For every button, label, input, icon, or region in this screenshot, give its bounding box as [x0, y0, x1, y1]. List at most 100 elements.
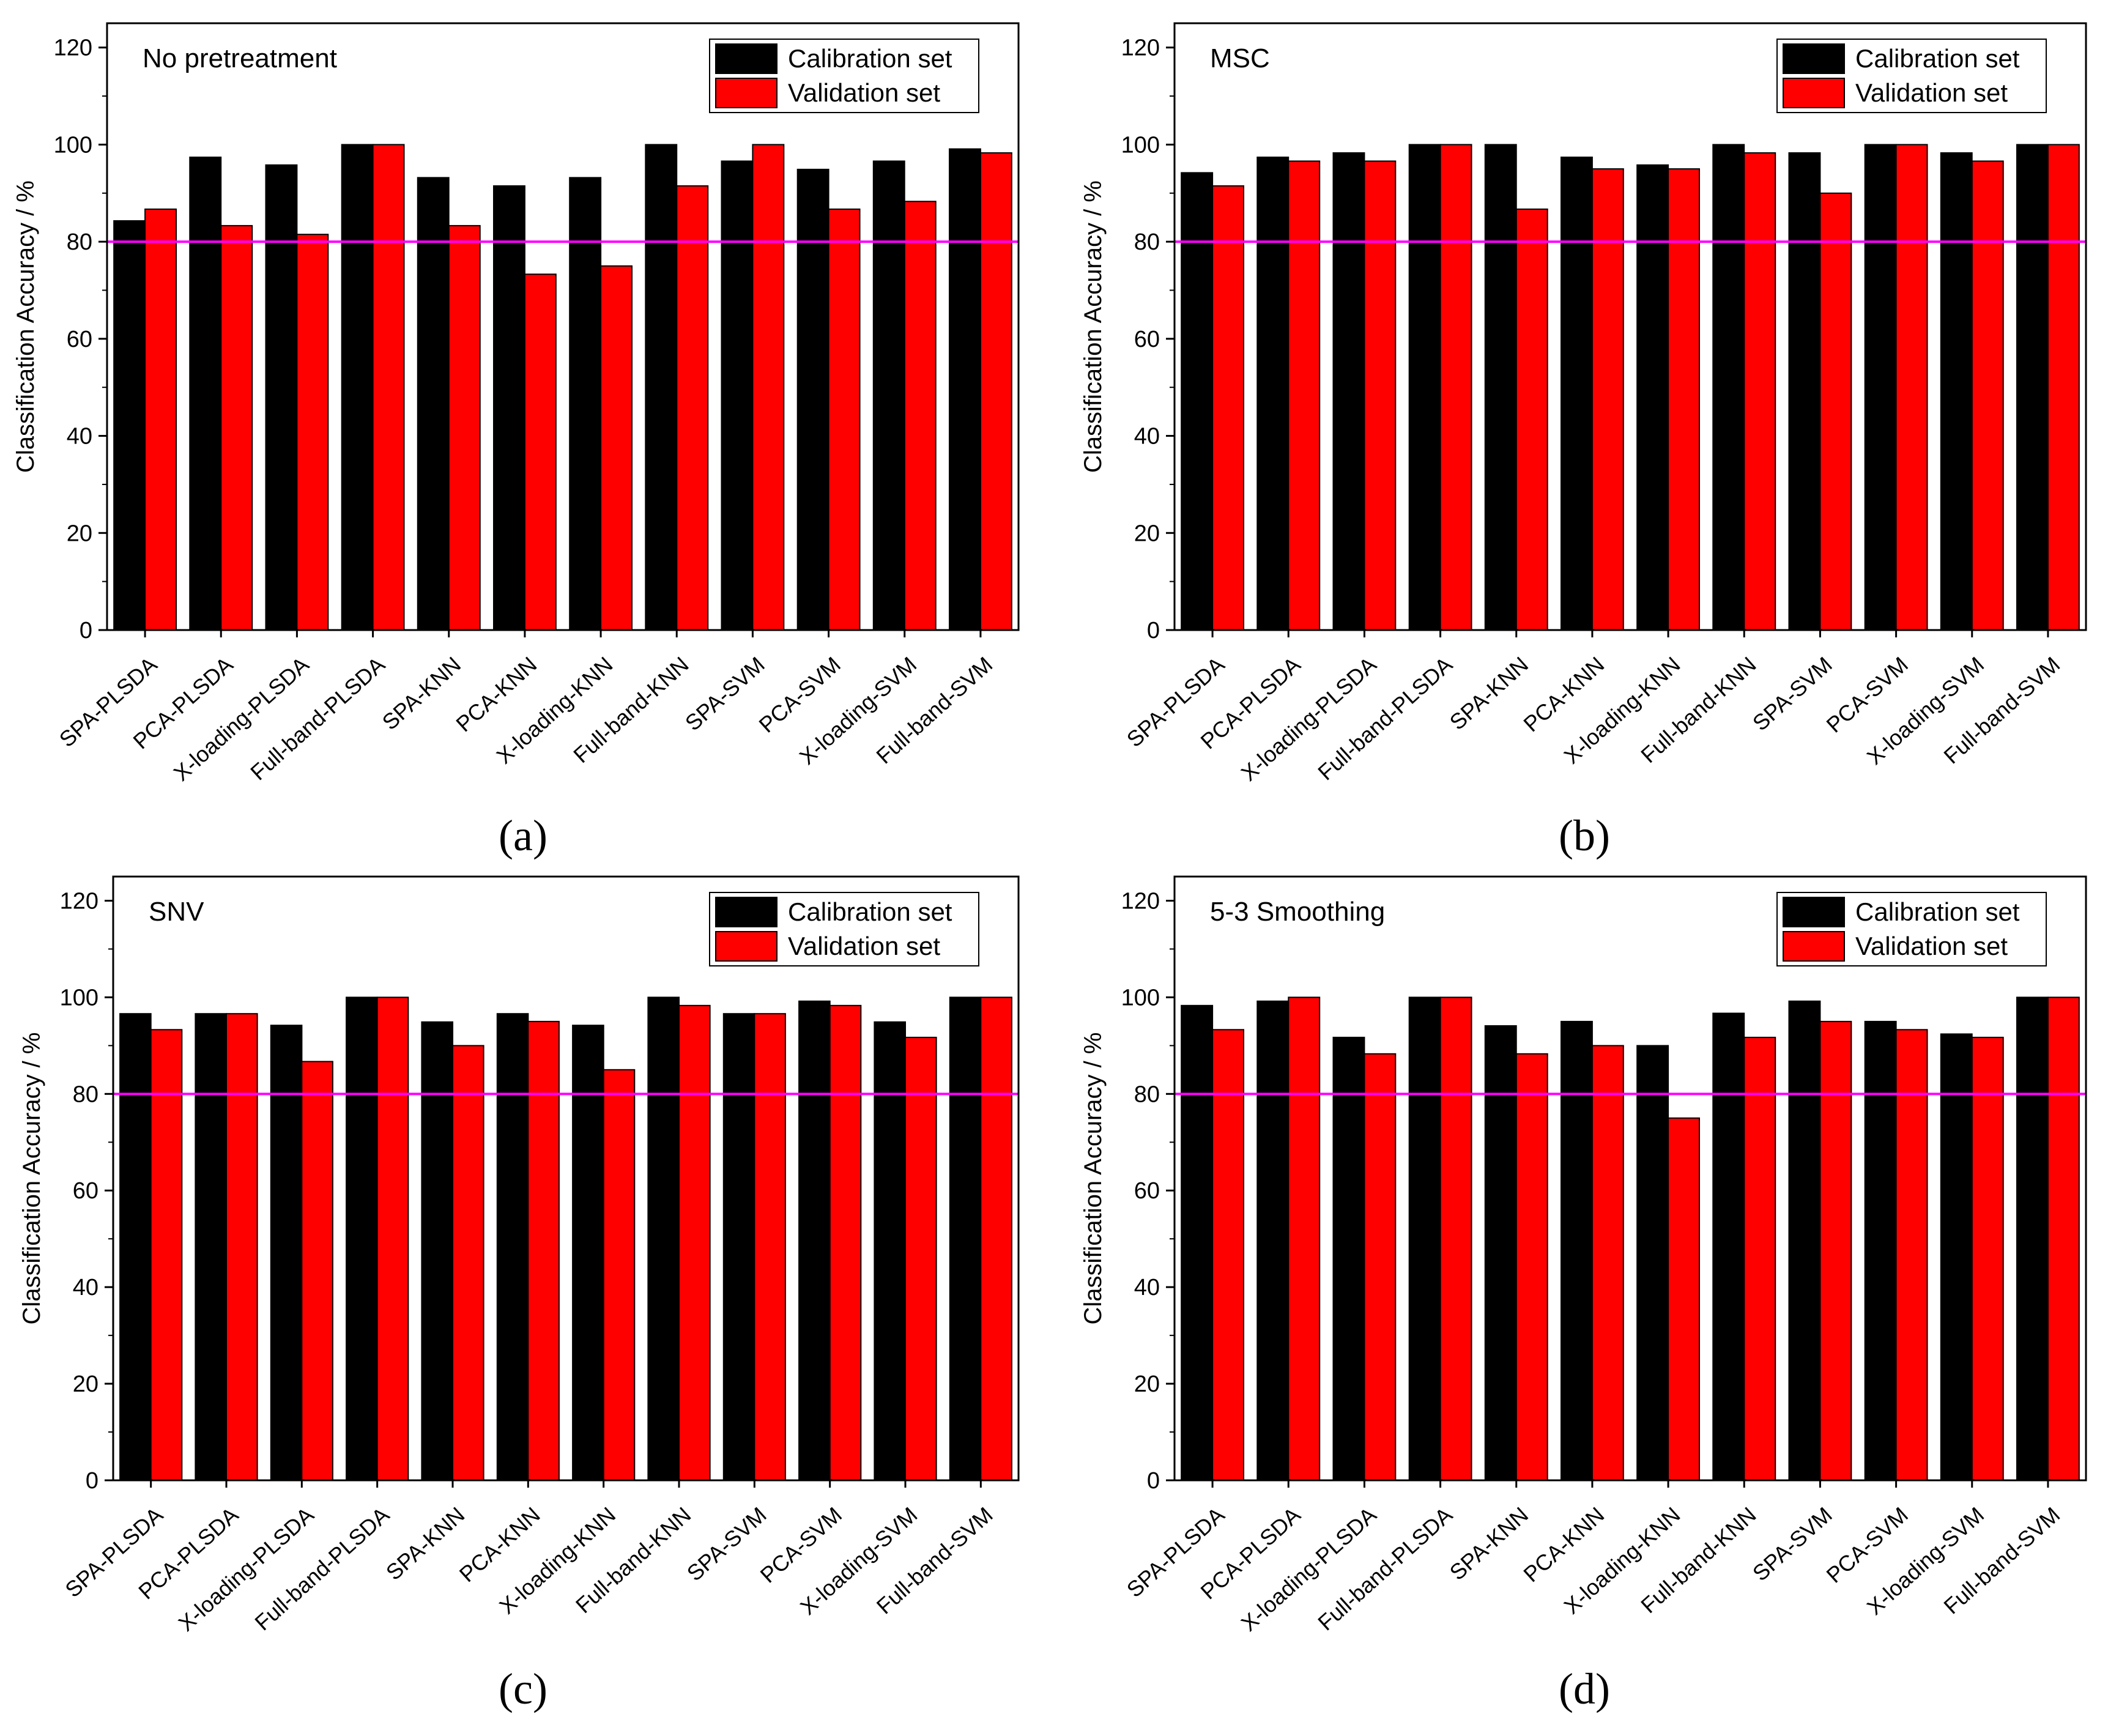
x-tick-label-4: SPA-KNN — [377, 651, 466, 735]
calibration-bar-2 — [1332, 1036, 1365, 1481]
validation-bar-1 — [1288, 160, 1321, 631]
validation-bar-10 — [1971, 160, 2004, 631]
calibration-bar-9 — [1864, 144, 1897, 631]
validation-bar-0 — [144, 208, 177, 631]
plot-frame — [1173, 875, 2087, 1482]
x-tick-label-2: X-loading-PLSDA — [169, 651, 314, 785]
calibration-bar-9 — [1864, 1020, 1897, 1481]
calibration-bar-4 — [417, 177, 450, 631]
validation-bar-1 — [220, 224, 253, 631]
validation-bar-10 — [904, 201, 937, 631]
y-tick-label-6: 120 — [60, 888, 98, 914]
y-tick-label-3: 60 — [1134, 327, 1160, 352]
y-tick-label-5: 100 — [1121, 985, 1160, 1011]
y-tick-label-4: 80 — [1134, 229, 1160, 255]
x-tick-label-2: X-loading-PLSDA — [1236, 1502, 1381, 1636]
y-tick-label-6: 120 — [1121, 888, 1160, 914]
chart-title: SNV — [149, 897, 204, 927]
chart-title: 5-3 Smoothing — [1210, 897, 1385, 927]
legend-swatch-0 — [715, 43, 778, 74]
validation-bar-0 — [150, 1029, 183, 1482]
panel-label-d: (d) — [1559, 1664, 1610, 1713]
chart-panel-1: SPA-PLSDAPCA-PLSDAX-loading-PLSDAFull-ba… — [1080, 22, 2087, 786]
validation-bar-8 — [754, 1013, 786, 1481]
y-tick-label-0: 0 — [1147, 1468, 1160, 1494]
plot-frame — [106, 22, 1020, 631]
y-tick-label-3: 60 — [67, 327, 92, 352]
x-tick-label-8: SPA-SVM — [1748, 1502, 1837, 1586]
validation-bar-4 — [1515, 1053, 1548, 1482]
validation-bar-3 — [376, 996, 409, 1481]
y-tick-label-1: 20 — [73, 1371, 98, 1397]
validation-bar-3 — [1439, 996, 1472, 1481]
legend-swatch-1 — [715, 78, 778, 108]
calibration-bar-0 — [113, 220, 146, 631]
x-tick-label-3: Full-band-PLSDA — [250, 1502, 394, 1635]
chart-title: MSC — [1210, 43, 1270, 73]
calibration-bar-9 — [796, 168, 829, 631]
y-tick-label-4: 80 — [67, 229, 92, 255]
plot-frame — [1173, 22, 2087, 631]
calibration-bar-4 — [1484, 1025, 1517, 1481]
validation-bar-7 — [676, 185, 709, 631]
validation-bar-6 — [600, 265, 633, 631]
calibration-bar-4 — [1484, 144, 1517, 631]
x-tick-label-3: Full-band-PLSDA — [245, 651, 390, 785]
calibration-bar-1 — [189, 157, 222, 631]
y-axis-label: Classification Accuracy / % — [1080, 180, 1107, 473]
legend-label-1: Validation set — [1855, 78, 2008, 107]
x-tick-label-8: SPA-SVM — [1748, 651, 1837, 735]
validation-bar-8 — [1819, 192, 1852, 631]
calibration-bar-1 — [1256, 1000, 1290, 1481]
calibration-bar-3 — [341, 144, 374, 631]
calibration-bar-7 — [645, 144, 678, 631]
calibration-bar-6 — [569, 177, 602, 631]
x-tick-label-8: SPA-SVM — [682, 1502, 771, 1586]
x-tick-label-8: SPA-SVM — [680, 651, 770, 735]
x-tick-label-3: Full-band-PLSDA — [1313, 651, 1457, 785]
legend-swatch-1 — [1783, 931, 1845, 962]
validation-bar-11 — [979, 152, 1012, 631]
y-tick-label-1: 20 — [1134, 521, 1160, 546]
panel-label-c: (c) — [499, 1664, 547, 1713]
validation-bar-3 — [1439, 144, 1472, 631]
calibration-bar-0 — [1181, 1004, 1214, 1482]
y-tick-label-6: 120 — [54, 35, 92, 61]
validation-bar-6 — [1668, 168, 1701, 631]
calibration-bar-1 — [1256, 157, 1290, 631]
x-tick-label-3: Full-band-PLSDA — [1313, 1502, 1457, 1635]
calibration-bar-4 — [421, 1021, 454, 1481]
validation-bar-5 — [1591, 1045, 1624, 1481]
panel-label-b: (b) — [1559, 811, 1610, 860]
y-axis-label: Classification Accuracy / % — [12, 180, 39, 473]
calibration-bar-11 — [949, 148, 981, 631]
validation-bar-5 — [1591, 168, 1624, 631]
calibration-bar-2 — [1332, 152, 1365, 631]
calibration-bar-11 — [2016, 144, 2049, 631]
y-tick-label-2: 40 — [73, 1275, 98, 1300]
calibration-bar-2 — [270, 1025, 303, 1481]
calibration-bar-7 — [1712, 144, 1745, 631]
calibration-bar-7 — [647, 996, 680, 1481]
calibration-bar-10 — [872, 160, 905, 631]
calibration-bar-3 — [1408, 144, 1441, 631]
calibration-bar-11 — [2016, 996, 2049, 1481]
x-tick-label-2: X-loading-PLSDA — [1236, 651, 1381, 785]
legend-swatch-1 — [1783, 78, 1845, 108]
y-tick-label-6: 120 — [1121, 35, 1160, 61]
x-tick-label-4: SPA-KNN — [381, 1502, 469, 1585]
y-tick-label-4: 80 — [1134, 1081, 1160, 1107]
legend-label-0: Calibration set — [1855, 897, 2020, 926]
validation-bar-11 — [2047, 996, 2080, 1481]
calibration-bar-6 — [1636, 164, 1669, 631]
validation-bar-7 — [1743, 152, 1776, 631]
validation-bar-9 — [829, 1004, 862, 1482]
chart-panel-3: SPA-PLSDAPCA-PLSDAX-loading-PLSDAFull-ba… — [1080, 875, 2087, 1636]
calibration-bar-10 — [874, 1021, 907, 1481]
validation-bar-9 — [1895, 1029, 1928, 1482]
y-tick-label-5: 100 — [54, 132, 92, 158]
calibration-bar-5 — [1561, 157, 1593, 631]
validation-bar-10 — [905, 1036, 937, 1481]
